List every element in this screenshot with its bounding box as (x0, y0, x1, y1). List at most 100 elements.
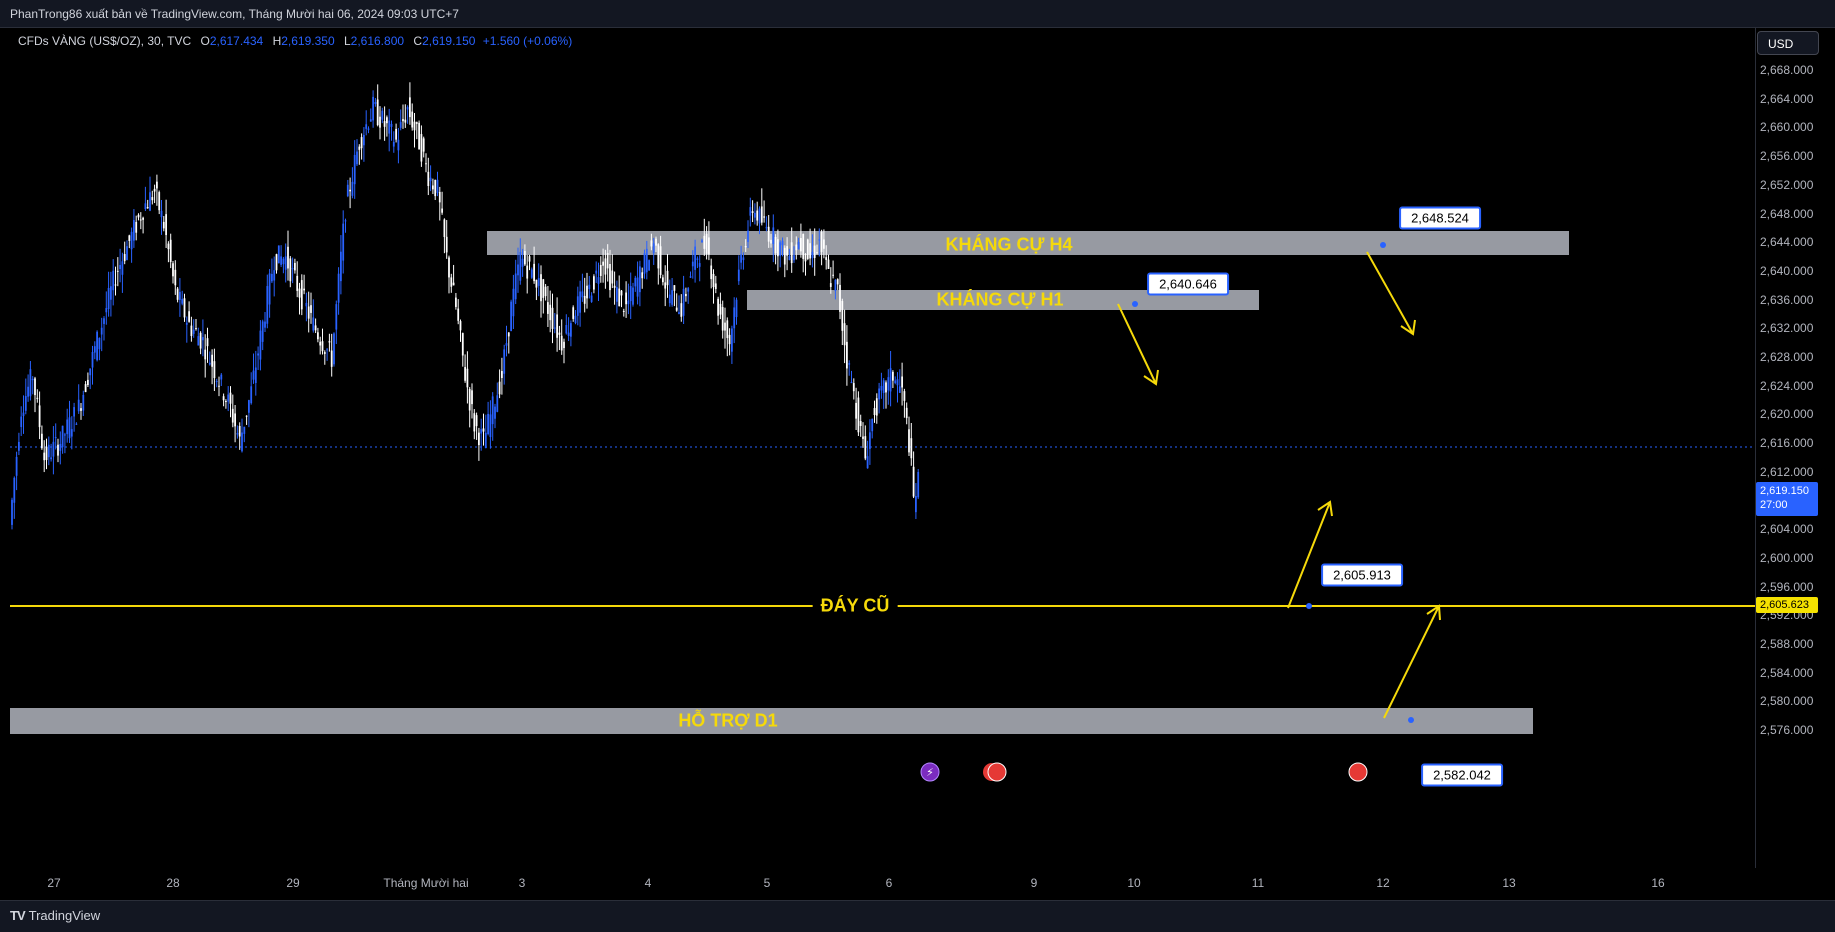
candle-body (777, 239, 779, 257)
price-tick: 2,584.000 (1760, 665, 1814, 680)
candle-body (639, 266, 641, 293)
candle-body (93, 346, 96, 353)
candle-body (498, 381, 501, 395)
tradingview-logo-icon: TV (10, 908, 26, 923)
candle-body (800, 238, 802, 252)
candle-body (294, 262, 296, 271)
time-axis[interactable]: 27 28 29 Tháng Mười hai 3 4 5 6 9 10 11 12 13 16 (10, 870, 1755, 894)
candle-body (735, 299, 738, 318)
candle-body (751, 211, 754, 213)
price-tick: 2,644.000 (1760, 235, 1814, 250)
price-tick: 2,588.000 (1760, 637, 1814, 651)
candle-body (112, 270, 115, 291)
time-label: 6 (885, 876, 893, 890)
candle-body (880, 385, 883, 391)
candle-body (273, 270, 276, 281)
price-tick: 2,668.000 (1760, 63, 1814, 77)
candle-body (82, 394, 85, 411)
candle-body (733, 307, 736, 329)
symbol-legend: CFDs VÀNG (US$/OZ), 30, TVC O2,617.434 H… (18, 34, 572, 48)
candle-body (358, 146, 361, 150)
event-icons[interactable]: ⚡ (920, 762, 1368, 782)
candle-body (889, 368, 892, 392)
candle-body (128, 235, 131, 241)
candle-body (429, 177, 432, 182)
time-label: 28 (166, 876, 180, 890)
candle-body (678, 312, 680, 315)
candle-body (662, 277, 664, 283)
price-chart[interactable]: ⚡ (10, 28, 1756, 868)
currency-button[interactable]: USD (1757, 31, 1819, 55)
high-value: 2,619.350 (281, 34, 335, 48)
price-callout-d1[interactable]: 2,582.042 (1421, 763, 1503, 787)
candle-body (142, 217, 144, 220)
time-label: 27 (47, 876, 61, 890)
zone-support-d1[interactable] (10, 708, 1533, 734)
callout-anchor-dot (1408, 717, 1414, 723)
price-tick: 2,620.000 (1760, 407, 1814, 422)
candle-body (18, 441, 20, 451)
candle-body (11, 499, 13, 525)
candle-body (464, 367, 466, 381)
candle-body (369, 119, 372, 122)
candle-body (20, 416, 23, 428)
arrows-layer (1117, 251, 1441, 719)
candle-body (540, 274, 542, 302)
price-tick: 2,664.000 (1760, 91, 1814, 106)
candle-body (282, 258, 285, 265)
candle-body (839, 284, 841, 312)
price-callout-h4[interactable]: 2,648.524 (1399, 206, 1481, 230)
price-callout-h1[interactable]: 2,640.646 (1147, 272, 1229, 296)
candle-body (811, 251, 814, 259)
candle-body (340, 251, 342, 282)
candle-body (588, 284, 591, 290)
candle-body (211, 354, 213, 367)
candle-body (165, 214, 167, 236)
candle-body (528, 256, 531, 262)
candle-body (103, 318, 105, 324)
candle-body (98, 337, 101, 350)
candle-body (374, 101, 377, 105)
zone-resistance-h4[interactable] (487, 231, 1569, 255)
candle-body (390, 123, 393, 127)
candle-body (524, 251, 526, 265)
candle-body (96, 331, 98, 361)
candle-body (275, 254, 278, 271)
candle-body (192, 329, 195, 334)
candle-body (760, 206, 763, 223)
candle-body (73, 407, 75, 417)
candle-body (581, 291, 584, 298)
candle-body (765, 227, 768, 229)
tradingview-logo[interactable]: TV TradingView (10, 908, 100, 923)
price-axis[interactable]: 2,668.000 2,664.000 2,660.000 2,656.000 2,65… (1757, 60, 1835, 870)
candle-body (250, 386, 253, 404)
candle-body (629, 286, 632, 302)
candle-body (135, 221, 138, 233)
candle-body (406, 107, 409, 110)
candle-body (533, 263, 535, 282)
candle-body (418, 122, 420, 150)
candle-body (475, 415, 478, 427)
candle-body (535, 279, 538, 288)
candle-body (825, 257, 828, 260)
candle-body (875, 398, 878, 416)
symbol-name[interactable]: CFDs VÀNG (US$/OZ), 30, TVC (18, 34, 192, 48)
candle-body (652, 243, 655, 254)
current-price-badge: 2,619.150 27:00 (1756, 482, 1818, 516)
candle-body (146, 207, 149, 209)
candle-body (666, 270, 669, 286)
zone-resistance-h1[interactable] (747, 290, 1259, 310)
candle-body (335, 304, 338, 330)
price-tick: 2,624.000 (1760, 378, 1814, 393)
candle-body (266, 286, 269, 324)
candle-body (151, 197, 154, 201)
price-callout-old-low[interactable]: 2,605.913 (1321, 563, 1403, 587)
candle-body (781, 240, 784, 246)
candle-body (202, 337, 204, 341)
candle-body (512, 288, 515, 317)
candle-body (144, 203, 147, 210)
candle-body (507, 332, 510, 337)
candle-body (542, 279, 545, 298)
candle-body (547, 302, 549, 314)
high-key: H (272, 34, 282, 48)
